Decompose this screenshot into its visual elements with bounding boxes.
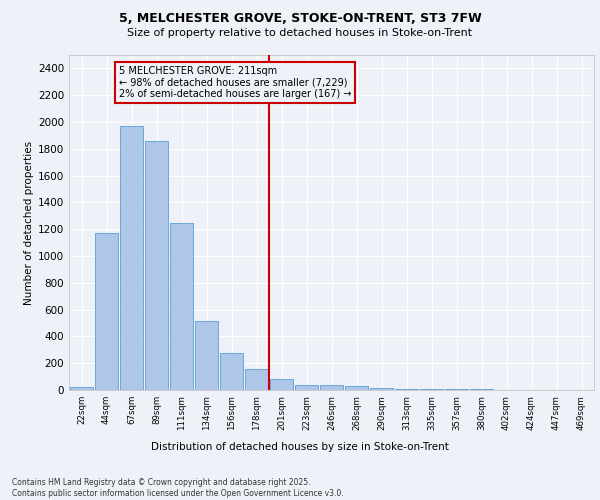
Bar — [320, 385, 343, 390]
Text: Distribution of detached houses by size in Stoke-on-Trent: Distribution of detached houses by size … — [151, 442, 449, 452]
Bar — [345, 386, 368, 390]
Bar — [395, 388, 418, 390]
Bar — [195, 321, 218, 390]
Bar — [145, 142, 168, 390]
Bar — [70, 386, 93, 390]
Text: Size of property relative to detached houses in Stoke-on-Trent: Size of property relative to detached ho… — [127, 28, 473, 38]
Bar — [295, 384, 318, 390]
Text: 5, MELCHESTER GROVE, STOKE-ON-TRENT, ST3 7FW: 5, MELCHESTER GROVE, STOKE-ON-TRENT, ST3… — [119, 12, 481, 26]
Bar — [270, 378, 293, 390]
Bar — [120, 126, 143, 390]
Text: Contains HM Land Registry data © Crown copyright and database right 2025.
Contai: Contains HM Land Registry data © Crown c… — [12, 478, 344, 498]
Bar — [95, 233, 118, 390]
Bar — [220, 353, 243, 390]
Bar — [370, 388, 393, 390]
Y-axis label: Number of detached properties: Number of detached properties — [24, 140, 34, 304]
Bar — [170, 222, 193, 390]
Text: 5 MELCHESTER GROVE: 211sqm
← 98% of detached houses are smaller (7,229)
2% of se: 5 MELCHESTER GROVE: 211sqm ← 98% of deta… — [119, 66, 352, 99]
Bar — [245, 369, 268, 390]
